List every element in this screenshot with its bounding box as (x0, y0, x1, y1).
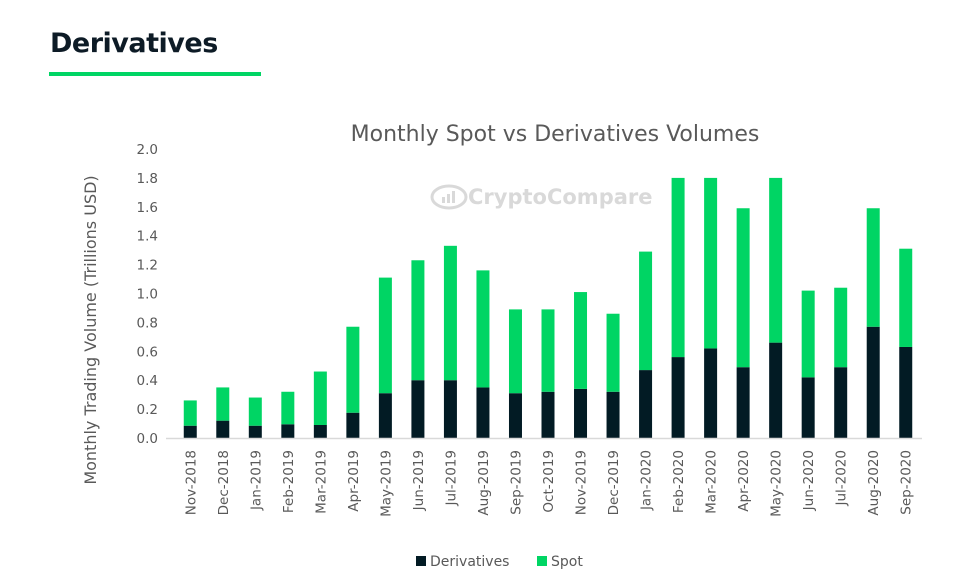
legend: Derivatives Spot (416, 554, 583, 570)
bar-derivatives-jan-2020 (639, 370, 653, 438)
bar-derivatives-mar-2020 (704, 348, 718, 438)
bar-spot-mar-2019 (313, 371, 327, 425)
section-title-underline (49, 72, 261, 76)
legend-swatch-derivatives (416, 556, 426, 566)
x-tick-label: Mar-2020 (704, 450, 720, 514)
bar-spot-nov-2018 (183, 400, 197, 426)
x-axis-ticks: Nov-2018 Dec-2018 Jan-2019 Feb-2019 Mar-2019… (183, 450, 914, 517)
bar-derivatives-oct-2019 (541, 391, 555, 438)
bar-spot-dec-2018 (216, 387, 230, 421)
bar-derivatives-feb-2020 (671, 357, 685, 438)
bar-spot-sep-2019 (508, 309, 522, 394)
bar-derivatives-feb-2019 (281, 424, 295, 438)
legend-swatch-spot (537, 556, 547, 566)
bar-spot-jun-2020 (801, 290, 815, 378)
bar-spot-jan-2020 (639, 251, 653, 371)
bar-derivatives-jun-2019 (411, 380, 425, 438)
section-title: Derivatives (50, 28, 218, 59)
bar-derivatives-mar-2019 (313, 424, 327, 438)
chart-logo-icon (430, 184, 468, 210)
x-tick-label: Mar-2019 (313, 450, 329, 514)
bar-derivatives-dec-2019 (606, 391, 620, 438)
bar-spot-feb-2020 (671, 177, 685, 358)
bar-derivatives-sep-2020 (899, 346, 913, 438)
bar-spot-may-2019 (378, 277, 392, 394)
bar-spot-may-2020 (769, 177, 783, 343)
y-tick-label: 1.6 (137, 200, 158, 216)
bar-spot-mar-2020 (704, 177, 718, 349)
x-tick-label: Jun-2019 (411, 450, 427, 511)
chart-title: Monthly Spot vs Derivatives Volumes (351, 122, 760, 147)
y-axis-label: Monthly Trading Volume (Trillions USD) (81, 175, 100, 484)
y-tick-label: 0.4 (137, 373, 158, 389)
bar-derivatives-aug-2020 (866, 326, 880, 438)
bar-spot-dec-2019 (606, 313, 620, 392)
bar-spot-sep-2020 (899, 248, 913, 347)
bar-derivatives-dec-2018 (216, 420, 230, 438)
bar-derivatives-may-2019 (378, 393, 392, 438)
x-tick-label: Sep-2019 (508, 450, 524, 515)
bar-spot-apr-2020 (736, 208, 750, 368)
bar-spot-jul-2020 (834, 287, 848, 368)
bar-spot-jul-2019 (443, 245, 457, 381)
bar-derivatives-jun-2020 (801, 377, 815, 438)
bar-spot-feb-2019 (281, 391, 295, 425)
bar-spot-apr-2019 (346, 326, 360, 413)
bar-spot-jun-2019 (411, 260, 425, 381)
bar-derivatives-jul-2020 (834, 367, 848, 438)
x-tick-label: Nov-2018 (183, 450, 199, 515)
x-tick-label: Jan-2019 (248, 450, 264, 511)
bar-derivatives-may-2020 (769, 342, 783, 438)
x-tick-label: Sep-2020 (899, 450, 915, 515)
y-tick-label: 0.8 (137, 315, 158, 331)
y-tick-label: 0.2 (137, 402, 158, 418)
x-tick-label: Dec-2019 (606, 450, 622, 515)
y-axis-ticks: 0.0 0.2 0.4 0.6 0.8 1.0 1.2 1.4 1.6 1.8 2.0 (137, 142, 158, 447)
x-tick-label: May-2019 (378, 450, 394, 517)
x-tick-label: May-2020 (769, 450, 785, 517)
bars (183, 177, 913, 438)
x-tick-label: Jul-2020 (834, 450, 850, 507)
x-tick-label: Apr-2020 (736, 450, 752, 512)
x-tick-label: Feb-2019 (281, 450, 297, 513)
legend-label-derivatives: Derivatives (430, 554, 509, 570)
y-tick-label: 1.2 (137, 258, 158, 274)
y-tick-label: 1.4 (137, 229, 158, 245)
x-tick-label: Feb-2020 (671, 450, 687, 513)
x-tick-label: Oct-2019 (541, 450, 557, 513)
bar-derivatives-apr-2020 (736, 367, 750, 438)
x-tick-label: Aug-2020 (866, 450, 882, 516)
watermark: CryptoCompare (430, 184, 653, 210)
bar-spot-aug-2020 (866, 208, 880, 327)
x-tick-label: Apr-2019 (346, 450, 362, 512)
x-tick-label: Nov-2019 (574, 450, 590, 515)
x-tick-label: Aug-2019 (476, 450, 492, 516)
y-tick-label: 0.0 (137, 431, 158, 447)
x-tick-label: Jan-2020 (639, 450, 655, 511)
bar-derivatives-sep-2019 (508, 393, 522, 438)
y-tick-label: 2.0 (137, 142, 158, 158)
y-tick-label: 1.0 (137, 287, 158, 303)
x-tick-label: Dec-2018 (216, 450, 232, 515)
x-tick-label: Jul-2019 (443, 450, 459, 507)
bar-derivatives-aug-2019 (476, 387, 490, 438)
y-tick-label: 0.6 (137, 344, 158, 360)
bar-derivatives-nov-2018 (183, 425, 197, 438)
bar-derivatives-nov-2019 (574, 388, 588, 438)
legend-label-spot: Spot (551, 554, 583, 570)
bar-spot-jan-2019 (248, 397, 262, 426)
bar-spot-aug-2019 (476, 270, 490, 388)
bar-derivatives-jul-2019 (443, 380, 457, 438)
watermark-text: CryptoCompare (468, 185, 653, 209)
x-tick-label: Jun-2020 (801, 450, 817, 511)
bar-derivatives-jan-2019 (248, 425, 262, 438)
bar-spot-nov-2019 (574, 292, 588, 389)
bar-spot-oct-2019 (541, 309, 555, 392)
bar-derivatives-apr-2019 (346, 412, 360, 438)
y-tick-label: 1.8 (137, 171, 158, 187)
